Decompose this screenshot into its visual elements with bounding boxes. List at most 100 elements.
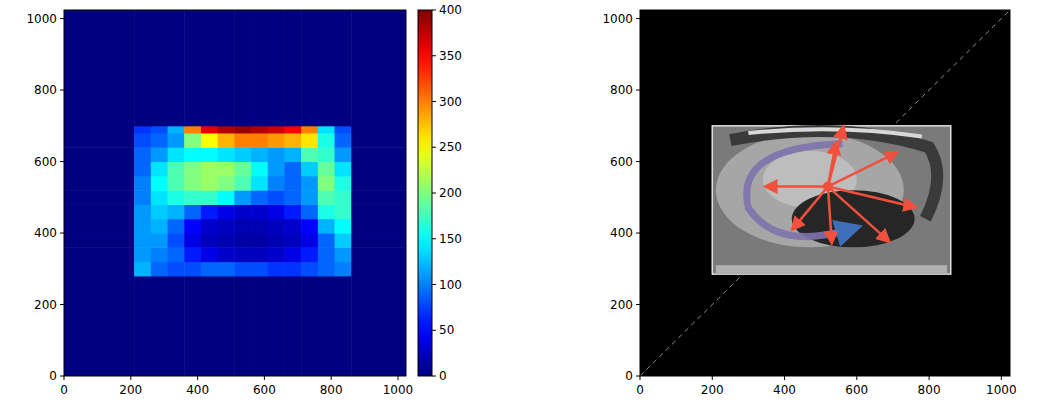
- axes-frame: [640, 10, 1010, 376]
- heat-cell: [318, 147, 335, 162]
- heat-cell: [284, 219, 301, 234]
- heat-cell: [151, 262, 168, 277]
- heat-cell: [301, 10, 318, 126]
- heat-cell: [234, 190, 251, 205]
- heat-cell: [301, 262, 318, 277]
- heat-cell: [251, 10, 268, 126]
- heat-cell: [168, 247, 185, 262]
- heat-cell: [201, 162, 218, 177]
- heat-cell: [168, 190, 185, 205]
- heat-cell: [351, 247, 406, 262]
- heat-cell: [335, 176, 352, 191]
- y-tick: [60, 90, 64, 91]
- y-tick: [636, 304, 640, 305]
- heat-cell: [201, 126, 218, 134]
- heat-cell: [218, 247, 235, 262]
- heat-cell: [184, 133, 201, 148]
- radial-arrow: [828, 187, 886, 239]
- heat-cell: [151, 133, 168, 148]
- x-tick-label: 600: [845, 383, 868, 397]
- heat-cell: [168, 133, 185, 148]
- heat-cell: [151, 176, 168, 191]
- heat-cell: [351, 190, 406, 205]
- heat-cell: [234, 276, 251, 376]
- colorbar-tick-label: 200: [439, 186, 462, 200]
- heat-cell: [284, 133, 301, 148]
- heat-cell: [168, 147, 185, 162]
- heat-cell: [234, 219, 251, 234]
- heat-cell: [351, 133, 406, 148]
- heat-cell: [251, 247, 268, 262]
- heat-cell: [301, 176, 318, 191]
- heat-cell: [234, 126, 251, 134]
- colorbar-tick: [432, 330, 436, 331]
- x-tick: [856, 376, 857, 380]
- heat-cell: [234, 162, 251, 177]
- heat-cell: [168, 176, 185, 191]
- heat-cell: [301, 204, 318, 219]
- heat-cell: [168, 219, 185, 234]
- heat-cell: [134, 276, 151, 376]
- y-tick-label: 1000: [602, 12, 633, 26]
- x-tick-label: 1000: [383, 383, 414, 397]
- heat-cell: [251, 176, 268, 191]
- heat-cell: [134, 219, 151, 234]
- heat-cell: [134, 162, 151, 177]
- y-tick: [60, 18, 64, 19]
- heat-cell: [251, 133, 268, 148]
- heat-cell: [218, 147, 235, 162]
- plot-area: [640, 10, 1010, 376]
- heat-cell: [151, 162, 168, 177]
- heat-cell: [184, 262, 201, 277]
- heat-cell: [301, 133, 318, 148]
- heat-cell: [268, 219, 285, 234]
- heat-cell: [134, 262, 151, 277]
- heat-cell: [184, 162, 201, 177]
- heat-cell: [318, 126, 335, 134]
- y-tick-label: 1000: [26, 12, 57, 26]
- colorbar-tick: [432, 193, 436, 194]
- heat-cell: [335, 126, 352, 134]
- y-tick-label: 200: [610, 298, 633, 312]
- colorbar-tick: [432, 101, 436, 102]
- heat-cell: [318, 133, 335, 148]
- x-tick: [331, 376, 332, 380]
- heat-cell: [234, 262, 251, 277]
- heat-cell: [318, 176, 335, 191]
- figure: 0200400600800100002004006008001000050100…: [0, 0, 1056, 418]
- heat-cell: [318, 219, 335, 234]
- heat-cell: [335, 147, 352, 162]
- heat-cell: [351, 10, 406, 126]
- heat-cell: [168, 233, 185, 248]
- heat-cell: [151, 10, 168, 126]
- colorbar-tick-label: 250: [439, 140, 462, 154]
- heat-cell: [134, 233, 151, 248]
- heat-cell: [134, 247, 151, 262]
- heat-cell: [64, 147, 135, 162]
- heat-cell: [284, 247, 301, 262]
- heat-cell: [301, 147, 318, 162]
- heat-cell: [184, 176, 201, 191]
- y-tick: [636, 233, 640, 234]
- heat-cell: [335, 233, 352, 248]
- heat-cell: [301, 233, 318, 248]
- heat-cell: [64, 219, 135, 234]
- x-tick-label: 400: [186, 383, 209, 397]
- heat-cell: [284, 176, 301, 191]
- heat-cell: [134, 147, 151, 162]
- heat-cell: [218, 162, 235, 177]
- heat-cell: [284, 147, 301, 162]
- heat-cell: [201, 133, 218, 148]
- heat-cell: [218, 176, 235, 191]
- heat-cell: [268, 204, 285, 219]
- heat-cell: [201, 190, 218, 205]
- heat-cell: [218, 262, 235, 277]
- heat-cell: [351, 276, 406, 376]
- heat-cell: [234, 133, 251, 148]
- heat-cell: [268, 147, 285, 162]
- heat-cell: [201, 219, 218, 234]
- heat-cell: [268, 276, 285, 376]
- heat-cell: [284, 190, 301, 205]
- y-tick: [636, 90, 640, 91]
- heat-cell: [184, 219, 201, 234]
